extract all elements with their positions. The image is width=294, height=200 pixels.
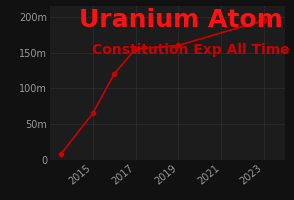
Text: Constitution Exp All Time: Constitution Exp All Time [92, 43, 290, 57]
Text: Uranium Atom: Uranium Atom [79, 8, 283, 32]
